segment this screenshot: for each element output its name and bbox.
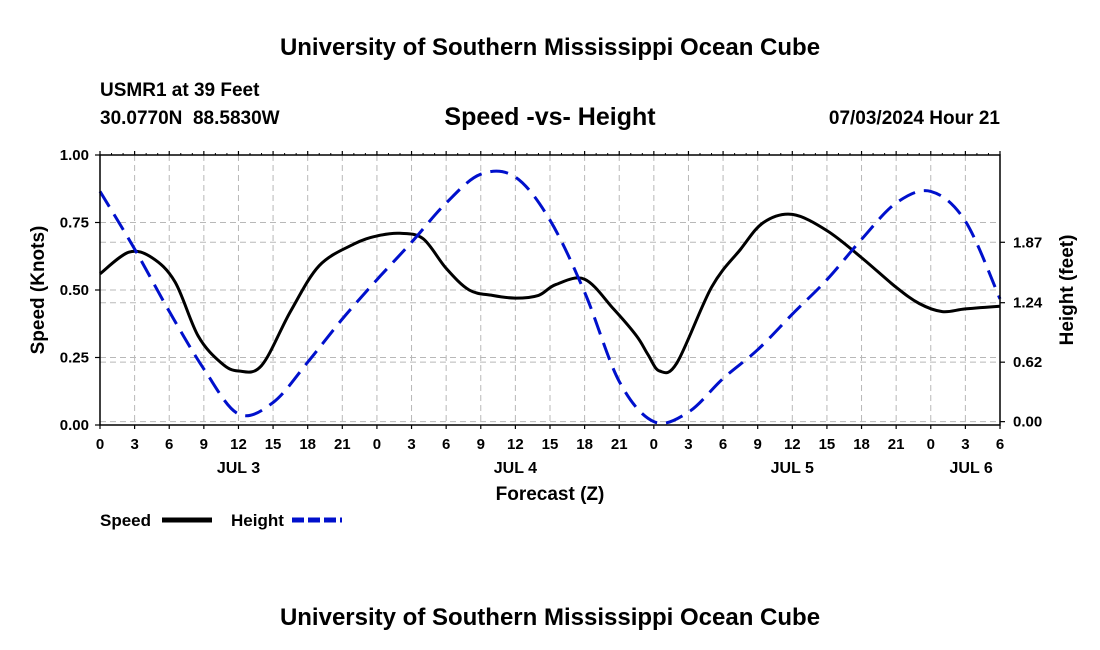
y2-tick-label: 0.00 <box>1013 414 1042 431</box>
station-coords: 30.0770N 88.5830W <box>100 108 280 129</box>
x-tick-label: 15 <box>819 436 836 453</box>
x-tick-label: 9 <box>477 436 485 453</box>
x-tick-label: 0 <box>927 436 935 453</box>
forecast-datetime: 07/03/2024 Hour 21 <box>829 108 1001 129</box>
x-tick-label: 3 <box>684 436 692 453</box>
y-tick-label: 1.00 <box>60 147 89 164</box>
series-layer <box>98 169 1002 425</box>
x-tick-label: 0 <box>373 436 381 453</box>
x-day-label: JUL 5 <box>771 460 814 477</box>
y-tick-label: 0.50 <box>60 282 89 299</box>
axes: 0 3 6 9 12 15 18 21 0 3 6 9 12 15 18 21 0 3 6 9 12 15 18 21 0 3 6J… <box>60 147 1043 477</box>
grid <box>100 155 1000 425</box>
x-tick-label: 3 <box>130 436 138 453</box>
y2-axis-label: Height (feet) <box>1057 235 1078 346</box>
x-tick-label: 9 <box>754 436 762 453</box>
y-tick-label: 0.75 <box>60 215 89 232</box>
x-day-label: JUL 3 <box>217 460 260 477</box>
x-tick-label: 12 <box>784 436 801 453</box>
x-tick-label: 12 <box>230 436 247 453</box>
x-tick-label: 18 <box>299 436 316 453</box>
x-tick-label: 15 <box>265 436 282 453</box>
x-day-label: JUL 4 <box>494 460 537 477</box>
page-title: University of Southern Mississippi Ocean… <box>280 34 820 61</box>
chart-subtitle: Speed -vs- Height <box>444 103 656 131</box>
x-tick-label: 18 <box>853 436 870 453</box>
station-label: USMR1 at 39 Feet <box>100 80 260 101</box>
y2-tick-label: 1.24 <box>1013 295 1043 312</box>
y2-tick-label: 1.87 <box>1013 234 1042 251</box>
x-tick-label: 15 <box>542 436 559 453</box>
y-axis-label: Speed (Knots) <box>28 226 49 355</box>
x-tick-label: 21 <box>888 436 905 453</box>
x-day-label: JUL 6 <box>950 460 993 477</box>
x-tick-label: 6 <box>719 436 727 453</box>
x-tick-label: 0 <box>650 436 658 453</box>
x-tick-label: 6 <box>442 436 450 453</box>
x-tick-label: 21 <box>334 436 351 453</box>
y2-tick-label: 0.62 <box>1013 354 1042 371</box>
series-line-height <box>98 169 1002 425</box>
x-tick-label: 18 <box>576 436 593 453</box>
x-tick-label: 0 <box>96 436 104 453</box>
legend: Speed Height <box>100 511 342 530</box>
x-tick-label: 6 <box>996 436 1004 453</box>
x-axis-label: Forecast (Z) <box>496 484 605 505</box>
footer-title: University of Southern Mississippi Ocean… <box>280 604 820 631</box>
series-line-speed <box>99 212 1001 375</box>
x-tick-label: 6 <box>165 436 173 453</box>
legend-speed-label: Speed <box>100 511 151 530</box>
x-tick-label: 21 <box>611 436 628 453</box>
x-tick-label: 3 <box>407 436 415 453</box>
y-tick-label: 0.00 <box>60 417 89 434</box>
x-tick-label: 12 <box>507 436 524 453</box>
legend-height-label: Height <box>231 511 284 530</box>
y-tick-label: 0.25 <box>60 350 89 367</box>
x-tick-label: 9 <box>200 436 208 453</box>
x-tick-label: 3 <box>961 436 969 453</box>
